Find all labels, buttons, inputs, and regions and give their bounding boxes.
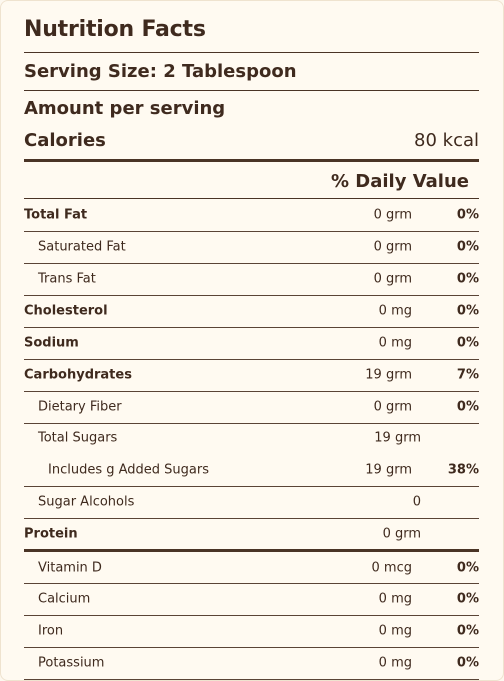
nutrient-row-vitamin-d: Vitamin D 0 mcg 0% xyxy=(24,552,479,584)
nutrient-name: Includes g Added Sugars xyxy=(48,462,209,478)
nutrient-percent: 0% xyxy=(456,623,479,639)
protein-thick-divider xyxy=(24,549,479,552)
nutrient-amount: 0 mg xyxy=(378,335,412,351)
calories-value: 80 kcal xyxy=(414,130,479,151)
nutrient-name: Protein xyxy=(24,526,78,542)
nutrient-name: Cholesterol xyxy=(24,303,108,319)
nutrient-amount: 19 grm xyxy=(374,430,421,446)
row-divider xyxy=(24,615,479,616)
nutrient-row-saturated-fat: Saturated Fat 0 grm 0% xyxy=(24,231,479,263)
nutrient-amount: 0 grm xyxy=(373,239,412,255)
nutrient-amount: 0 mcg xyxy=(371,560,412,576)
nutrient-percent: 0% xyxy=(456,591,479,607)
nutrient-percent: 38% xyxy=(447,462,479,478)
row-divider xyxy=(24,327,479,328)
nutrition-title: Nutrition Facts xyxy=(24,17,206,42)
nutrient-amount: 0 grm xyxy=(382,526,421,542)
nutrient-name: Trans Fat xyxy=(38,271,96,287)
nutrient-row-dietary-fiber: Dietary Fiber 0 grm 0% xyxy=(24,391,479,423)
nutrient-percent: 0% xyxy=(456,335,479,351)
nutrient-row-carbohydrates: Carbohydrates 19 grm 7% xyxy=(24,359,479,391)
row-divider xyxy=(24,486,479,487)
nutrient-row-calcium: Calcium 0 mg 0% xyxy=(24,583,479,615)
nutrient-row-sodium: Sodium 0 mg 0% xyxy=(24,327,479,359)
nutrient-percent: 0% xyxy=(456,239,479,255)
row-divider xyxy=(24,518,479,519)
nutrient-row-total-sugars: Total Sugars 19 grm xyxy=(24,422,479,454)
nutrient-percent: 7% xyxy=(456,367,479,383)
nutrient-amount: 0 mg xyxy=(378,623,412,639)
row-divider xyxy=(24,359,479,360)
serving-size: Serving Size: 2 Tablespoon xyxy=(24,61,297,82)
nutrient-amount: 0 grm xyxy=(373,207,412,223)
nutrient-row-added-sugars: Includes g Added Sugars 19 grm 38% xyxy=(24,454,479,486)
daily-value-header: % Daily Value xyxy=(330,171,469,192)
nutrient-amount: 0 mg xyxy=(378,591,412,607)
nutrient-amount: 0 grm xyxy=(373,399,412,415)
header-divider xyxy=(24,198,479,199)
calories-label: Calories xyxy=(24,130,106,151)
nutrient-row-protein: Protein 0 grm xyxy=(24,518,479,550)
nutrient-percent: 0% xyxy=(456,560,479,576)
row-divider xyxy=(24,391,479,392)
title-divider xyxy=(24,52,479,53)
amount-per-serving: Amount per serving xyxy=(24,98,226,119)
nutrient-amount: 0 grm xyxy=(373,271,412,287)
nutrient-amount: 0 mg xyxy=(378,655,412,671)
row-divider xyxy=(24,679,479,680)
nutrient-name: Dietary Fiber xyxy=(38,399,122,415)
nutrient-name: Carbohydrates xyxy=(24,367,132,383)
calories-thick-divider xyxy=(24,159,479,162)
nutrient-name: Total Sugars xyxy=(38,430,118,446)
serving-divider xyxy=(24,90,479,91)
nutrient-row-iron: Iron 0 mg 0% xyxy=(24,615,479,647)
nutrient-amount: 0 xyxy=(412,494,421,510)
nutrient-percent: 0% xyxy=(456,303,479,319)
nutrient-amount: 0 mg xyxy=(378,303,412,319)
nutrient-percent: 0% xyxy=(456,207,479,223)
nutrient-name: Calcium xyxy=(38,591,91,607)
nutrient-percent: 0% xyxy=(456,655,479,671)
nutrient-name: Iron xyxy=(38,623,64,639)
row-divider xyxy=(24,647,479,648)
nutrient-name: Saturated Fat xyxy=(38,239,126,255)
nutrient-name: Sugar Alcohols xyxy=(38,494,135,510)
nutrient-row-trans-fat: Trans Fat 0 grm 0% xyxy=(24,263,479,295)
nutrient-row-sugar-alcohols: Sugar Alcohols 0 xyxy=(24,486,479,518)
row-divider xyxy=(24,583,479,584)
nutrient-amount: 19 grm xyxy=(365,367,412,383)
nutrient-name: Sodium xyxy=(24,335,79,351)
row-divider xyxy=(24,231,479,232)
nutrient-percent: 0% xyxy=(456,399,479,415)
nutrient-percent: 0% xyxy=(456,271,479,287)
nutrient-row-potassium: Potassium 0 mg 0% xyxy=(24,647,479,679)
nutrient-name: Total Fat xyxy=(24,207,88,223)
nutrient-amount: 19 grm xyxy=(365,462,412,478)
nutrient-name: Vitamin D xyxy=(38,560,102,576)
row-divider xyxy=(24,263,479,264)
nutrient-name: Potassium xyxy=(38,655,105,671)
nutrient-row-total-fat: Total Fat 0 grm 0% xyxy=(24,199,479,231)
row-divider xyxy=(24,423,479,424)
nutrition-facts-content: Nutrition Facts Serving Size: 2 Tablespo… xyxy=(24,1,479,680)
row-divider xyxy=(24,295,479,296)
nutrient-row-cholesterol: Cholesterol 0 mg 0% xyxy=(24,295,479,327)
